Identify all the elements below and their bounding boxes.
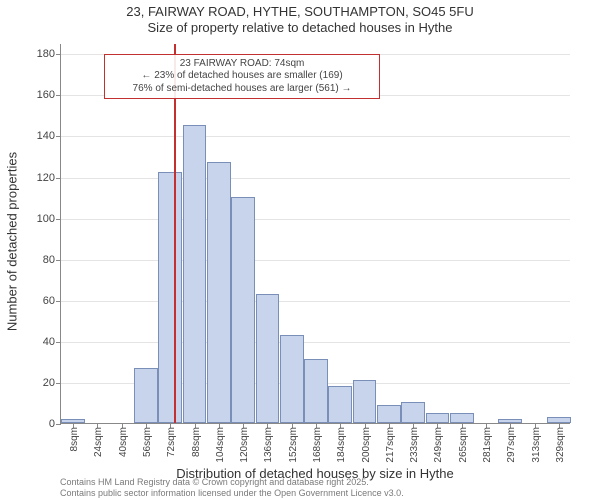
y-axis-title: Number of detached properties <box>5 152 20 331</box>
x-tick-label: 152sqm <box>288 391 299 427</box>
annotation-line: 76% of semi-detached houses are larger (… <box>111 83 372 96</box>
annotation-line: 23 FAIRWAY ROAD: 74sqm <box>111 58 372 71</box>
x-tick-label: 136sqm <box>263 391 274 427</box>
histogram-bar <box>207 162 231 423</box>
histogram-bar <box>158 172 182 423</box>
histogram-bar <box>231 197 255 423</box>
x-tick-label: 200sqm <box>361 391 372 427</box>
footer-line-2: Contains public sector information licen… <box>60 488 404 498</box>
x-tick-label: 249sqm <box>433 391 444 427</box>
y-tick-label: 140 <box>37 130 61 142</box>
y-tick-label: 180 <box>37 48 61 60</box>
x-tick-label: 313sqm <box>531 391 542 427</box>
plot-area: 0204060801001201401601808sqm24sqm40sqm56… <box>60 44 570 424</box>
x-tick-label: 40sqm <box>118 397 129 427</box>
x-tick-label: 217sqm <box>385 391 396 427</box>
x-tick-label: 104sqm <box>215 391 226 427</box>
attribution-footer: Contains HM Land Registry data © Crown c… <box>60 477 404 498</box>
x-tick-label: 168sqm <box>312 391 323 427</box>
gridline <box>61 136 570 137</box>
x-tick-label: 329sqm <box>555 391 566 427</box>
y-tick-label: 80 <box>43 254 61 266</box>
x-tick-label: 88sqm <box>191 397 202 427</box>
annotation-line: ← 23% of detached houses are smaller (16… <box>111 70 372 83</box>
histogram-bar <box>183 125 207 423</box>
annotation-box: 23 FAIRWAY ROAD: 74sqm← 23% of detached … <box>104 54 379 100</box>
y-tick-label: 160 <box>37 89 61 101</box>
chart-title-block: 23, FAIRWAY ROAD, HYTHE, SOUTHAMPTON, SO… <box>0 0 600 35</box>
gridline <box>61 178 570 179</box>
x-tick-label: 281sqm <box>482 391 493 427</box>
title-line-1: 23, FAIRWAY ROAD, HYTHE, SOUTHAMPTON, SO… <box>0 4 600 20</box>
gridline <box>61 219 570 220</box>
x-tick-label: 297sqm <box>506 391 517 427</box>
title-line-2: Size of property relative to detached ho… <box>0 20 600 36</box>
property-marker-line <box>174 44 176 423</box>
y-tick-label: 0 <box>49 418 61 430</box>
y-tick-label: 120 <box>37 172 61 184</box>
x-tick-label: 184sqm <box>336 391 347 427</box>
x-tick-label: 120sqm <box>239 391 250 427</box>
y-tick-label: 20 <box>43 377 61 389</box>
footer-line-1: Contains HM Land Registry data © Crown c… <box>60 477 404 487</box>
y-tick-label: 60 <box>43 295 61 307</box>
gridline <box>61 260 570 261</box>
x-tick-label: 56sqm <box>142 397 153 427</box>
y-tick-label: 100 <box>37 213 61 225</box>
x-tick-label: 265sqm <box>458 391 469 427</box>
y-tick-label: 40 <box>43 336 61 348</box>
x-tick-label: 8sqm <box>69 403 80 427</box>
gridline <box>61 342 570 343</box>
x-tick-label: 233sqm <box>409 391 420 427</box>
gridline <box>61 301 570 302</box>
x-tick-label: 24sqm <box>93 397 104 427</box>
